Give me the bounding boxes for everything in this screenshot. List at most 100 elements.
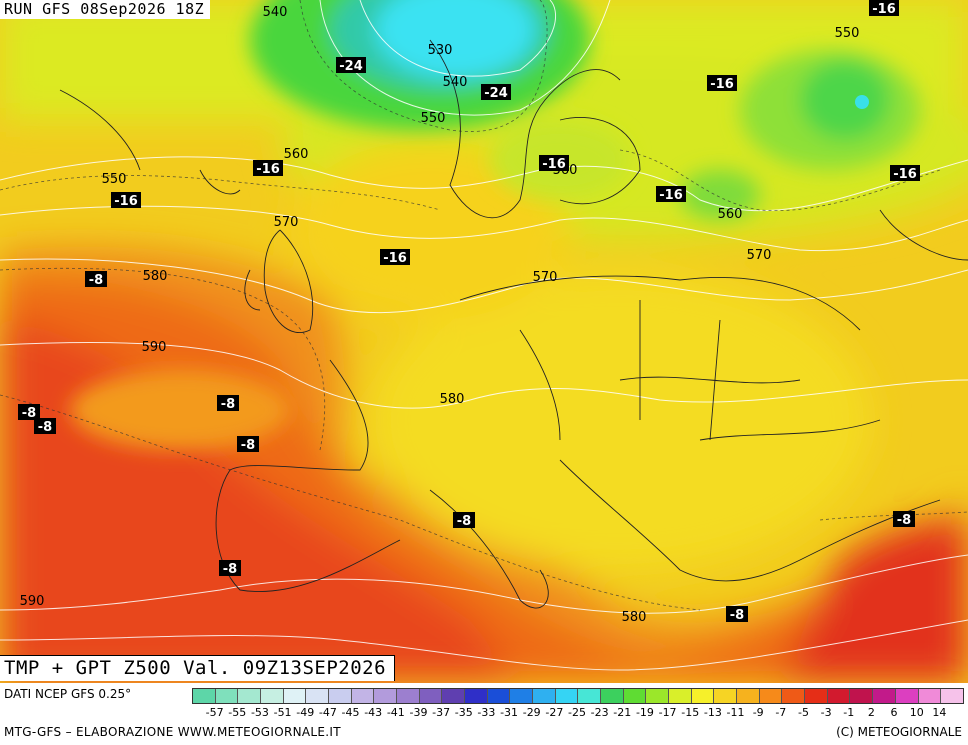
gpt-contour-label: 590 — [142, 340, 167, 355]
scale-swatch — [895, 689, 919, 703]
isotherm-label-box — [219, 560, 241, 576]
scale-tick-label: 14 — [932, 706, 947, 719]
gpt-contour-label: 580 — [143, 269, 168, 284]
scale-swatch — [487, 689, 511, 703]
isotherm-label-box — [336, 57, 366, 73]
isotherm-label-box — [453, 512, 475, 528]
scale-swatch — [850, 689, 874, 703]
scale-swatch — [442, 689, 466, 703]
gpt-contour-label: 570 — [747, 248, 772, 263]
scale-swatch — [646, 689, 670, 703]
scale-swatch — [283, 689, 307, 703]
isotherm-label: -8 — [241, 438, 255, 453]
scale-swatch — [465, 689, 488, 703]
scale-swatch — [533, 689, 556, 703]
gpt-contour-label: 590 — [20, 594, 45, 609]
isotherm-label: -16 — [114, 194, 138, 209]
scale-swatch — [510, 689, 534, 703]
scale-tick-label: -9 — [752, 706, 764, 719]
gpt-contour-label: 540 — [263, 5, 288, 20]
isotherm-label: -8 — [223, 562, 237, 577]
scale-swatch — [669, 689, 692, 703]
scale-swatch — [873, 689, 896, 703]
isotherm-label: -8 — [457, 514, 471, 529]
isotherm-label: -16 — [542, 157, 566, 172]
isotherm-label-box — [890, 165, 920, 181]
scale-swatch — [827, 689, 851, 703]
data-source-label: DATI NCEP GFS 0.25° — [4, 687, 132, 701]
scale-swatch — [238, 689, 262, 703]
scale-swatch — [714, 689, 738, 703]
color-scale — [192, 688, 964, 704]
scale-swatch — [351, 689, 375, 703]
scale-tick-label: -57 — [205, 706, 224, 719]
isotherm-label: -8 — [89, 273, 103, 288]
scale-swatch — [918, 689, 942, 703]
scale-tick-label: 2 — [867, 706, 875, 719]
scale-tick-label: -51 — [273, 706, 292, 719]
scale-tick-label: -37 — [432, 706, 451, 719]
isotherm-label-box — [380, 249, 410, 265]
run-label: RUN GFS 08Sep2026 18Z — [0, 0, 211, 19]
scale-tick-label: -11 — [726, 706, 745, 719]
scale-swatch — [329, 689, 352, 703]
isotherm-label-box — [539, 155, 569, 171]
scale-tick-label: -3 — [820, 706, 832, 719]
scale-tick-label: -23 — [590, 706, 609, 719]
scale-swatch — [623, 689, 647, 703]
scale-tick-label: -45 — [341, 706, 360, 719]
scale-tick-label: 6 — [890, 706, 898, 719]
scale-swatch — [261, 689, 284, 703]
isotherm-label-box — [217, 395, 239, 411]
credit-label: MTG-GFS – ELABORAZIONE WWW.METEOGIORNALE… — [4, 725, 341, 739]
isotherm-label: -16 — [256, 162, 280, 177]
gpt-contour-label: 550 — [835, 26, 860, 41]
gpt-contour-label: 560 — [284, 147, 309, 162]
scale-swatch — [782, 689, 806, 703]
scale-swatch — [419, 689, 443, 703]
isotherm-label-box — [869, 0, 899, 16]
isotherm-label-box — [656, 186, 686, 202]
scale-tick-label: -49 — [296, 706, 315, 719]
isotherm-label-box — [34, 418, 56, 434]
gpt-contour-label: 530 — [428, 43, 453, 58]
scale-tick-label: -17 — [658, 706, 677, 719]
scale-tick-label: -5 — [797, 706, 809, 719]
scale-tick-label: -53 — [250, 706, 269, 719]
isotherm-label: -8 — [897, 513, 911, 528]
scale-swatch — [805, 689, 828, 703]
isotherm-label: -8 — [38, 420, 52, 435]
gpt-contour-label: 540 — [443, 75, 468, 90]
scale-tick-label: -27 — [545, 706, 564, 719]
scale-tick-label: -1 — [843, 706, 855, 719]
gpt-contour-label: 570 — [274, 215, 299, 230]
scale-swatch — [555, 689, 579, 703]
scale-tick-label: 10 — [909, 706, 924, 719]
scale-tick-label: -15 — [681, 706, 700, 719]
scale-swatch — [691, 689, 715, 703]
isotherm-label: -24 — [339, 59, 363, 74]
scale-swatch — [193, 689, 216, 703]
isotherm-label-box — [111, 192, 141, 208]
gpt-contour-label: 580 — [440, 392, 465, 407]
isotherm-label: -16 — [872, 2, 896, 17]
scale-tick-label: -13 — [703, 706, 722, 719]
gpt-contour-label: 570 — [533, 270, 558, 285]
isotherm-label: -16 — [659, 188, 683, 203]
isotherm-label-box — [707, 75, 737, 91]
isotherm-label-box — [18, 404, 40, 420]
scale-tick-label: -25 — [568, 706, 586, 719]
scale-tick-label: -35 — [454, 706, 473, 719]
scale-tick-label: -43 — [364, 706, 383, 719]
scale-swatch — [737, 689, 760, 703]
gpt-contour-label: 550 — [102, 172, 127, 187]
scale-tick-label: -21 — [613, 706, 632, 719]
isotherm-label: -8 — [221, 397, 235, 412]
gpt-contour-label: 580 — [622, 610, 647, 625]
isotherm-label-box — [85, 271, 107, 287]
scale-tick-label: -19 — [635, 706, 654, 719]
temperature-geopotential-map: 5405305405505505605505605605705705805705… — [0, 0, 968, 683]
scale-swatch — [759, 689, 783, 703]
gpt-contour-label: 550 — [421, 111, 446, 126]
scale-swatch — [374, 689, 398, 703]
